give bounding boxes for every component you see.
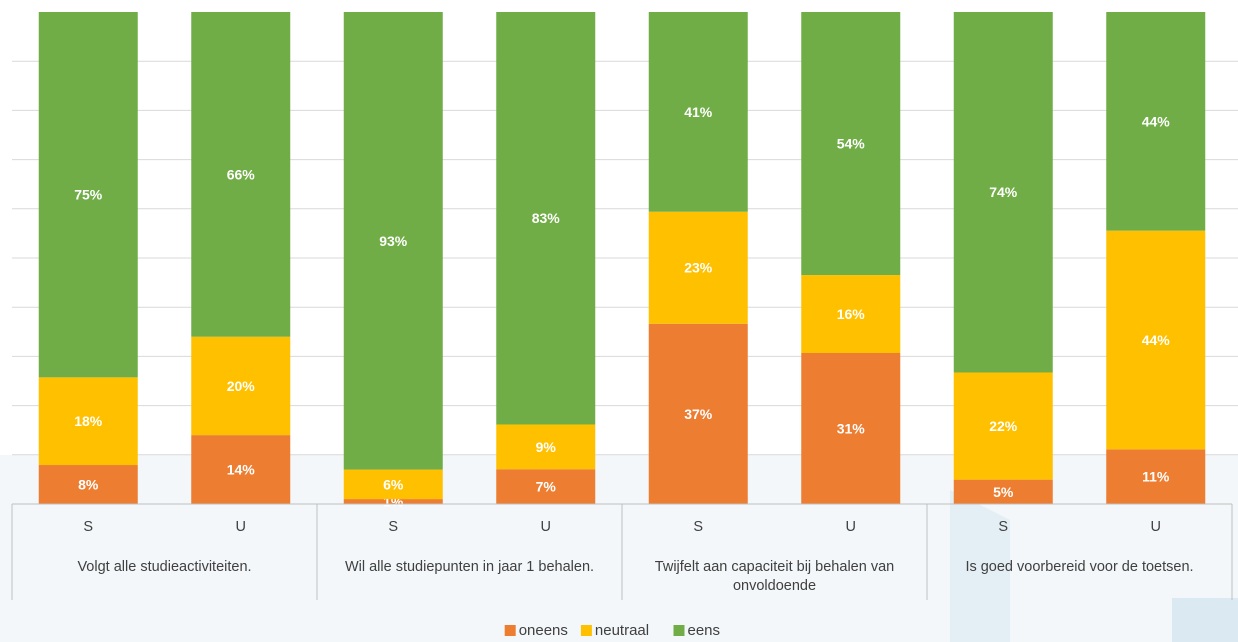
bar-segment [38, 377, 138, 466]
group-label: Wil alle studiepunten in jaar 1 behalen. [345, 559, 594, 575]
data-label: 75% [74, 187, 103, 203]
bar-segment [648, 12, 748, 212]
legend-label: neutraal [595, 622, 649, 639]
group-label: Is goed voorbereid voor de toetsen. [965, 559, 1193, 575]
data-label: 74% [989, 184, 1018, 200]
data-label: 5% [993, 484, 1014, 500]
data-label: 8% [78, 477, 99, 493]
data-label: 41% [684, 104, 713, 120]
bar-segment [343, 499, 443, 504]
bar-segment [648, 323, 748, 504]
bar-segment [1106, 449, 1206, 504]
data-label: 44% [1142, 113, 1171, 129]
data-label: 7% [536, 479, 557, 495]
bar-segment [953, 372, 1053, 480]
category-axis: S U S U S U S U Volgt alle studieactiviteiten. Wi… [11, 503, 1233, 600]
bar-segment [343, 12, 443, 470]
bar-segment [801, 275, 901, 353]
data-label: 23% [684, 260, 713, 276]
legend-swatch [504, 625, 516, 636]
bar-segment [801, 12, 901, 276]
data-label: 54% [837, 136, 866, 152]
bar-segment [343, 469, 443, 500]
sub-category-label: U [1151, 519, 1161, 535]
sub-category-label: S [388, 519, 398, 535]
data-label: 66% [227, 166, 256, 182]
bar-segment [648, 211, 748, 324]
group-label: Volgt alle studieactiviteiten. [77, 559, 251, 575]
sub-category-label: S [998, 519, 1008, 535]
legend-swatch [580, 625, 592, 636]
bar-series: 8%18%75%14%20%66%1%6%93%7%9%83%37%23%41%… [38, 12, 1206, 510]
data-label: 14% [227, 462, 256, 478]
data-label: 44% [1142, 332, 1171, 348]
data-label: 37% [684, 406, 713, 422]
bar-segment [801, 352, 901, 504]
bar-segment [38, 12, 138, 378]
legend: oneens neutraal eens [504, 622, 721, 639]
bar-segment [38, 465, 138, 504]
bar-segment [1106, 230, 1206, 450]
data-label: 31% [837, 420, 866, 436]
bar-segment [191, 435, 291, 504]
data-label: 11% [1142, 469, 1170, 485]
data-label: 18% [74, 413, 103, 429]
bar-segment [953, 12, 1053, 373]
bar-segment [191, 12, 291, 337]
group-label: Twijfelt aan capaciteit bij behalen van [655, 559, 894, 575]
bar-segment [496, 424, 596, 470]
sub-category-label: U [846, 519, 856, 535]
sub-category-label: S [693, 519, 703, 535]
data-label: 20% [227, 378, 256, 394]
group-label: onvoldoende [733, 578, 816, 594]
legend-label: eens [688, 622, 721, 639]
sub-category-label: U [541, 519, 551, 535]
bar-segment [1106, 12, 1206, 231]
background-decoration [0, 455, 1238, 642]
bar-segment [191, 336, 291, 436]
data-label: 22% [989, 418, 1018, 434]
background-shape [950, 490, 1010, 642]
bar-segment [953, 479, 1053, 504]
sub-category-label: S [83, 519, 93, 535]
data-label: 16% [837, 306, 866, 322]
data-label: 83% [532, 210, 561, 226]
background-band [0, 455, 1238, 642]
legend-swatch [673, 625, 685, 636]
data-label: 93% [379, 233, 408, 249]
data-label: 6% [383, 476, 404, 492]
bar-segment [496, 12, 596, 425]
bar-segment [496, 469, 596, 504]
data-label: 9% [536, 439, 557, 455]
legend-label: oneens [519, 622, 568, 639]
sub-category-label: U [236, 519, 246, 535]
background-shape [1172, 598, 1238, 642]
